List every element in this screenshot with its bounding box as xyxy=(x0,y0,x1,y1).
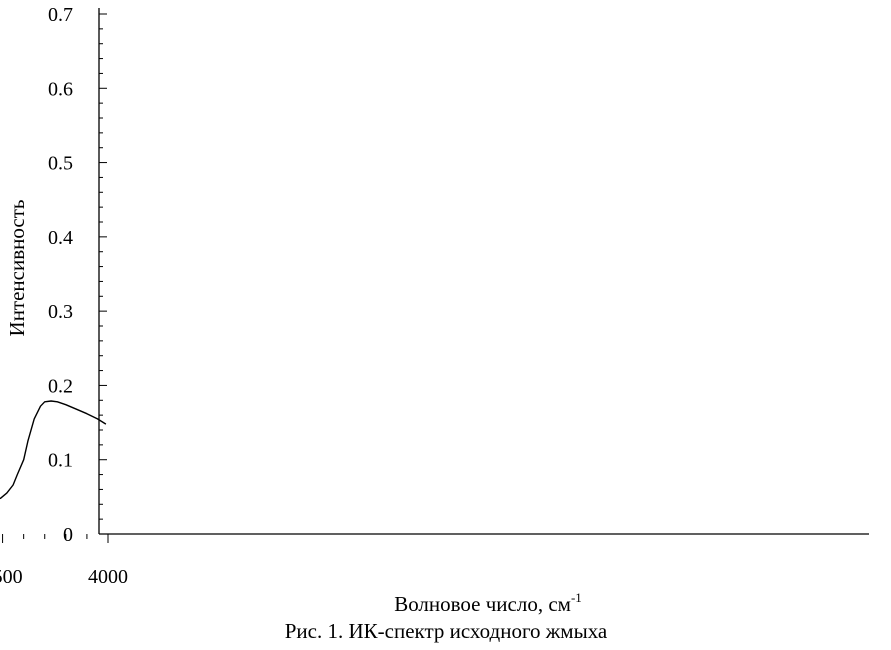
y-tick-label: 0.1 xyxy=(48,450,73,472)
x-axis-title: Волновое число, см-1 xyxy=(394,590,582,616)
figure-caption: Рис. 1. ИК-спектр исходного жмыха xyxy=(285,619,608,643)
x-axis-title-superscript: -1 xyxy=(571,590,582,605)
y-tick-label: 0.3 xyxy=(48,301,73,323)
y-tick-label: 0.5 xyxy=(48,153,73,175)
y-tick-label: 0.2 xyxy=(48,375,73,397)
ticks: 00.10.20.30.40.50.60.7400035003000250020… xyxy=(0,4,128,588)
y-tick-label: 0 xyxy=(63,524,73,546)
y-tick-label: 0.4 xyxy=(48,227,73,249)
y-tick-label: 0.6 xyxy=(48,78,73,100)
y-axis-title: Интенсивность xyxy=(5,200,29,337)
x-tick-label: 4000 xyxy=(88,566,128,588)
y-tick-label: 0.7 xyxy=(48,4,73,26)
x-tick-label: 3500 xyxy=(0,566,23,588)
x-axis-title-main: Волновое число, см xyxy=(394,592,571,616)
axes xyxy=(98,8,869,535)
